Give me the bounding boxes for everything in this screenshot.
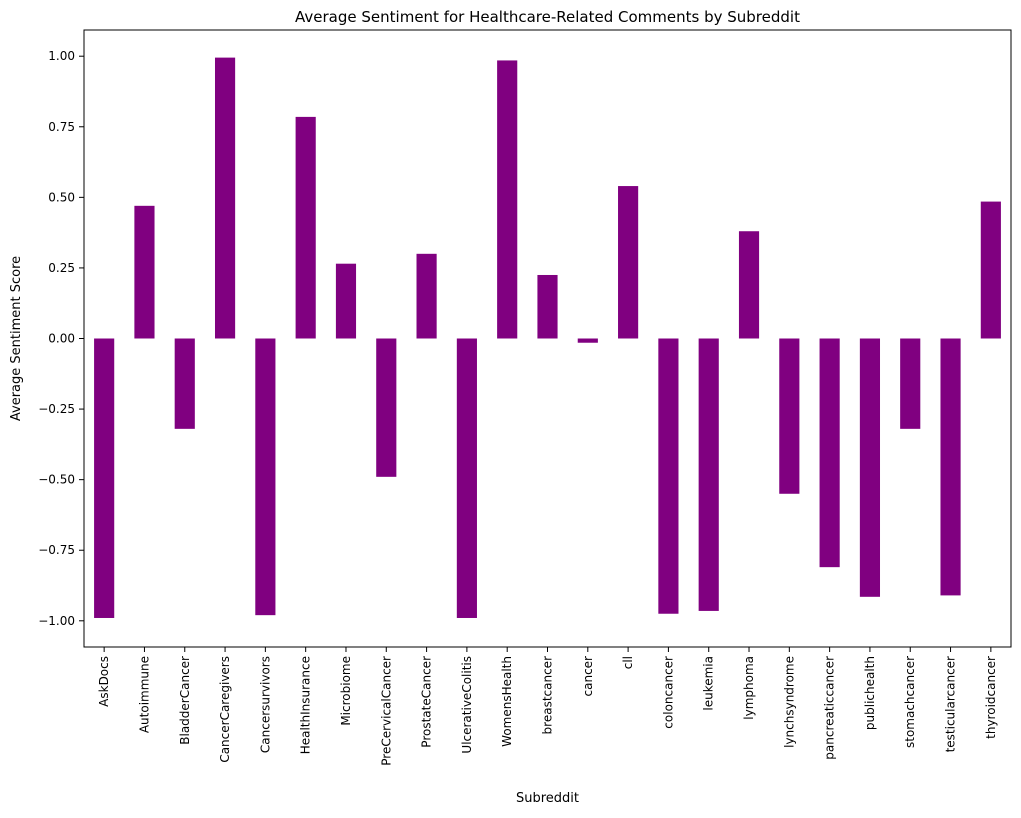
bar-BladderCancer <box>174 338 195 429</box>
bar-thyroidcancer <box>980 201 1001 339</box>
x-tick-label: UlcerativeColitis <box>460 656 474 754</box>
y-tick-label: 0.75 <box>48 120 75 134</box>
x-tick-label: PreCervicalCancer <box>379 656 393 766</box>
x-tick-label: lynchsyndrome <box>782 656 796 748</box>
bar-coloncancer <box>658 338 679 614</box>
y-tick-label: 1.00 <box>48 49 75 63</box>
x-tick-label: publichealth <box>863 656 877 730</box>
x-tick-label: lymphoma <box>742 656 756 720</box>
x-tick-label: stomachcancer <box>903 656 917 748</box>
y-tick-label: 0.00 <box>48 332 75 346</box>
bar-cancer <box>577 338 598 343</box>
bar-publichealth <box>859 338 881 597</box>
x-tick-label: Autoimmune <box>137 656 151 733</box>
bar-Autoimmune <box>134 205 155 339</box>
bar-leukemia <box>698 338 719 611</box>
bar-pancreaticcancer <box>819 338 840 568</box>
x-tick-label: leukemia <box>702 656 716 711</box>
bar-AskDocs <box>94 338 115 618</box>
x-tick-label: HealthInsurance <box>299 656 313 754</box>
x-tick-label: testicularcancer <box>944 656 958 752</box>
x-tick-label: thyroidcancer <box>984 656 998 739</box>
x-tick-label: cll <box>621 656 635 669</box>
x-tick-label: cancer <box>581 656 595 697</box>
bar-WomensHealth <box>497 60 518 339</box>
y-tick-label: −0.50 <box>38 473 75 487</box>
bar-ProstateCancer <box>416 253 437 339</box>
bar-UlcerativeColitis <box>456 338 477 618</box>
bar-lynchsyndrome <box>779 338 800 494</box>
bar-breastcancer <box>537 274 558 339</box>
y-tick-label: 0.25 <box>48 261 75 275</box>
x-tick-label: CancerCaregivers <box>218 656 232 763</box>
bar-Microbiome <box>335 263 357 339</box>
bar-testicularcancer <box>940 338 961 596</box>
x-tick-label: Cancersurvivors <box>258 656 272 753</box>
y-axis-ticks: −1.00 −0.75 −0.50 −0.25 0.00 0.25 0.50 0.75 1.00 <box>38 49 84 628</box>
y-tick-label: −0.75 <box>38 543 75 557</box>
y-tick-label: −0.25 <box>38 402 75 416</box>
bar-Cancersurvivors <box>255 338 276 616</box>
chart-title: Average Sentiment for Healthcare-Related… <box>295 8 800 26</box>
x-tick-label: WomensHealth <box>500 656 514 747</box>
x-tick-label: AskDocs <box>97 656 111 707</box>
x-axis-ticks: AskDocs Autoimmune BladderCancer CancerCare… <box>97 647 998 766</box>
bar-stomachcancer <box>900 338 921 429</box>
x-tick-label: Microbiome <box>339 656 353 726</box>
x-tick-label: coloncancer <box>661 656 675 729</box>
bar-PreCervicalCancer <box>376 338 397 477</box>
y-tick-label: −1.00 <box>38 614 75 628</box>
x-tick-label: breastcancer <box>541 656 555 735</box>
bar-HealthInsurance <box>295 116 316 339</box>
x-tick-label: BladderCancer <box>178 656 192 745</box>
bar-lymphoma <box>738 231 760 339</box>
bar-cll <box>618 186 639 339</box>
y-axis-label: Average Sentiment Score <box>9 256 24 421</box>
y-tick-label: 0.50 <box>48 190 75 204</box>
bars-group <box>94 57 1001 618</box>
x-tick-label: ProstateCancer <box>420 656 434 748</box>
plot-frame <box>83 29 1012 648</box>
bar-CancerCaregivers <box>214 57 236 339</box>
x-axis-label: Subreddit <box>516 791 579 806</box>
x-tick-label: pancreaticcancer <box>823 656 837 760</box>
